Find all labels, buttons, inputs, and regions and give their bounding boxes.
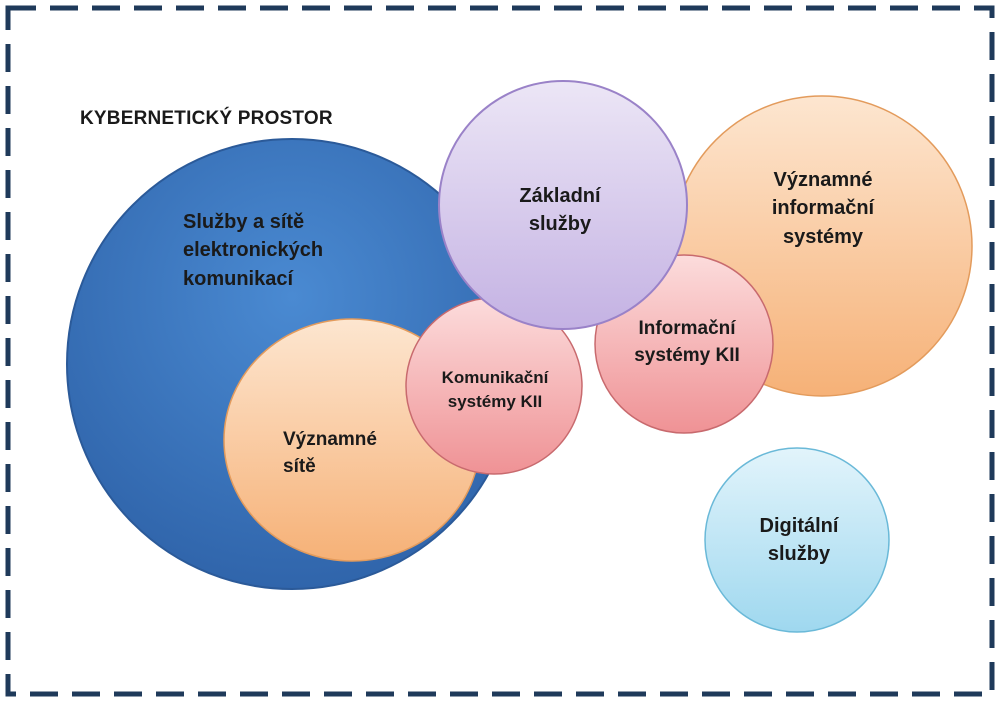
label-line: systémy bbox=[782, 225, 864, 248]
label-line: Významné bbox=[283, 429, 377, 450]
label-vyznamne-site: Významné sítě bbox=[283, 427, 377, 481]
label-line: služby bbox=[528, 213, 592, 236]
label-vyznamne-is: Významné informační systémy bbox=[748, 166, 898, 251]
label-line: služby bbox=[767, 543, 831, 566]
label-line: Základní bbox=[519, 185, 601, 207]
dashed-frame bbox=[5, 5, 995, 697]
label-line: informační bbox=[771, 197, 875, 220]
label-komunikacni-kii: Komunikační systémy KII bbox=[420, 366, 570, 414]
label-line: komunikací bbox=[183, 267, 294, 290]
label-line: Služby a sítě bbox=[183, 211, 305, 233]
label-line: elektronických bbox=[183, 239, 324, 262]
label-line: Významné bbox=[773, 169, 873, 191]
label-line: sítě bbox=[283, 455, 316, 477]
label-sluzby-site: Služby a sítě elektronických komunikací bbox=[183, 208, 323, 293]
diagram-title: KYBERNETICKÝ PROSTOR bbox=[80, 108, 333, 129]
label-digitalni: Digitální služby bbox=[720, 512, 878, 569]
label-line: Digitální bbox=[759, 515, 839, 537]
label-informacni-kii: Informační systémy KII bbox=[612, 316, 762, 370]
circle-zakladni bbox=[438, 80, 688, 330]
label-line: Komunikační bbox=[441, 368, 549, 387]
label-line: systémy KII bbox=[634, 344, 740, 366]
label-line: Informační bbox=[638, 318, 736, 339]
label-line: systémy KII bbox=[447, 392, 543, 412]
circle-digitalni bbox=[704, 447, 890, 633]
label-zakladni: Základní služby bbox=[502, 182, 618, 239]
